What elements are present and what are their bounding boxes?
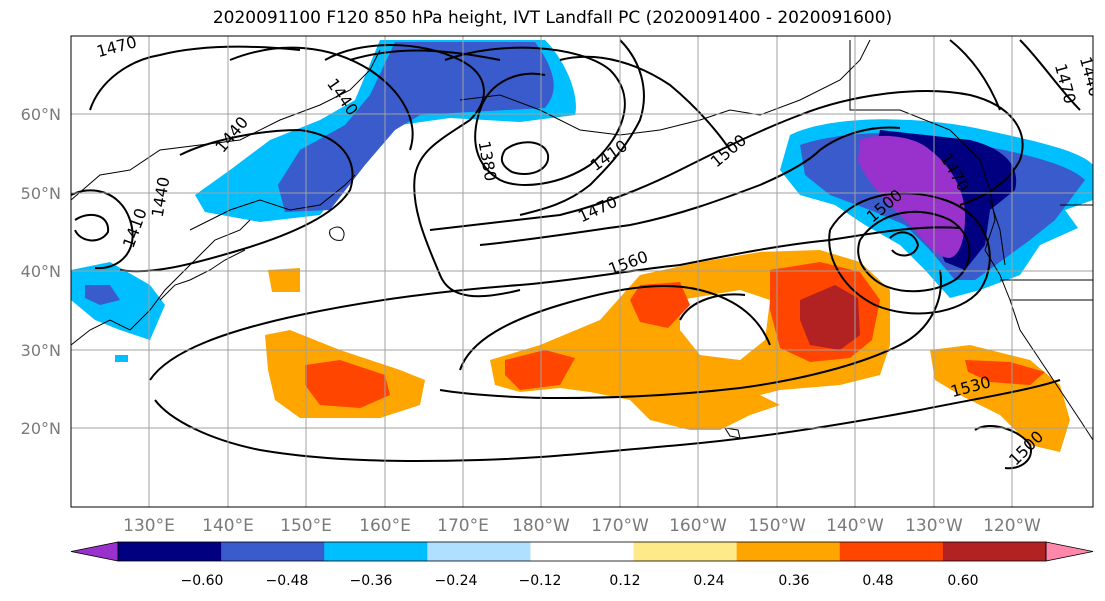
lon-label: 130°W: [905, 516, 963, 536]
lat-label: 60°N: [21, 105, 61, 124]
colorbar-segment: [942, 542, 1047, 561]
lon-label: 160°E: [359, 516, 411, 536]
colorbar-extend-max: [1045, 541, 1094, 562]
colorbar-segment: [633, 542, 738, 561]
colorbar-tick-label: 0.60: [947, 573, 978, 589]
colorbar-tick-label: 0.24: [693, 573, 724, 589]
lat-label: 40°N: [21, 262, 61, 281]
map-title: 2020091100 F120 850 hPa height, IVT Land…: [212, 8, 893, 28]
latitude-labels: 60°N 50°N 40°N 30°N 20°N: [21, 105, 61, 438]
lat-label: 50°N: [21, 184, 61, 203]
colorbar-ticks: −0.60 −0.48 −0.36 −0.24 −0.12 0.12 0.24 …: [181, 573, 979, 589]
lon-label: 120°W: [983, 516, 1041, 536]
lon-label: 160°W: [669, 516, 727, 536]
colorbar-tick-label: −0.36: [350, 573, 393, 589]
colorbar-segment: [427, 542, 531, 561]
lon-label: 150°W: [748, 516, 806, 536]
lon-label: 180°W: [512, 516, 570, 536]
lon-label: 170°W: [591, 516, 649, 536]
map-plot: 1470 1440 1440 1410 1440 1380 1410 1470 …: [71, 36, 1093, 507]
coastlines: [71, 39, 1093, 441]
longitude-labels: 130°E 140°E 150°E 160°E 170°E 180°W 170°…: [123, 516, 1041, 536]
colorbar-tick-label: −0.48: [266, 573, 309, 589]
colorbar-segment: [530, 542, 635, 561]
grid-lines: [71, 36, 1093, 507]
lon-label: 140°W: [826, 516, 884, 536]
lon-label: 150°E: [280, 516, 332, 536]
colorbar-segment: [118, 542, 222, 561]
colorbar: [70, 541, 1094, 562]
colorbar-segment: [324, 542, 428, 561]
colorbar-extend-min: [70, 541, 119, 562]
colorbar-tick-label: −0.24: [435, 573, 478, 589]
lon-label: 170°E: [437, 516, 489, 536]
lat-label: 30°N: [21, 341, 61, 360]
map-frame: [70, 35, 1094, 508]
colorbar-tick-label: −0.60: [181, 573, 224, 589]
colorbar-segment: [221, 542, 325, 561]
colorbar-segment: [736, 542, 841, 561]
height-contours: [71, 39, 1081, 470]
colorbar-segment: [839, 542, 944, 561]
lon-label: 140°E: [202, 516, 254, 536]
colorbar-tick-label: −0.12: [519, 573, 562, 589]
colorbar-tick-label: 0.36: [778, 573, 809, 589]
lon-label: 130°E: [123, 516, 175, 536]
colorbar-frame: [117, 541, 1047, 562]
colorbar-tick-label: 0.12: [609, 573, 640, 589]
lat-label: 20°N: [21, 419, 61, 438]
colorbar-tick-label: 0.48: [862, 573, 893, 589]
positive-ivt-shading: [265, 250, 1070, 452]
